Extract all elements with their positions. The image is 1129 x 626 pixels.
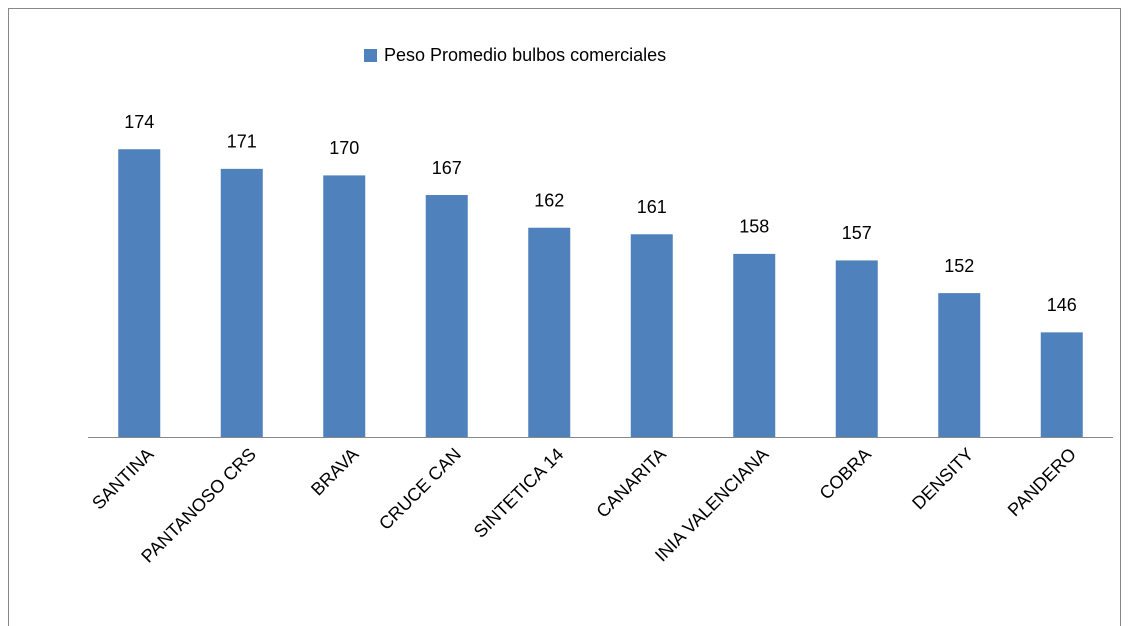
- value-label: 161: [637, 197, 667, 217]
- value-label: 152: [944, 256, 974, 276]
- bar: [1040, 332, 1083, 437]
- bar: [835, 260, 878, 437]
- bar: [220, 168, 263, 438]
- legend-swatch: [364, 49, 377, 62]
- bar: [323, 175, 366, 437]
- bar: [118, 149, 161, 438]
- value-label: 171: [227, 132, 257, 152]
- bar: [630, 234, 673, 437]
- bar: [733, 253, 776, 437]
- bar: [528, 227, 571, 437]
- value-label: 174: [124, 112, 154, 132]
- value-label: 146: [1047, 295, 1077, 315]
- value-label: 170: [329, 138, 359, 158]
- value-label: 158: [739, 217, 769, 237]
- legend-label: Peso Promedio bulbos comerciales: [384, 45, 666, 65]
- value-label: 167: [432, 158, 462, 178]
- bar: [425, 195, 468, 437]
- value-label: 157: [842, 223, 872, 243]
- value-label: 162: [534, 190, 564, 210]
- bar: [938, 293, 981, 437]
